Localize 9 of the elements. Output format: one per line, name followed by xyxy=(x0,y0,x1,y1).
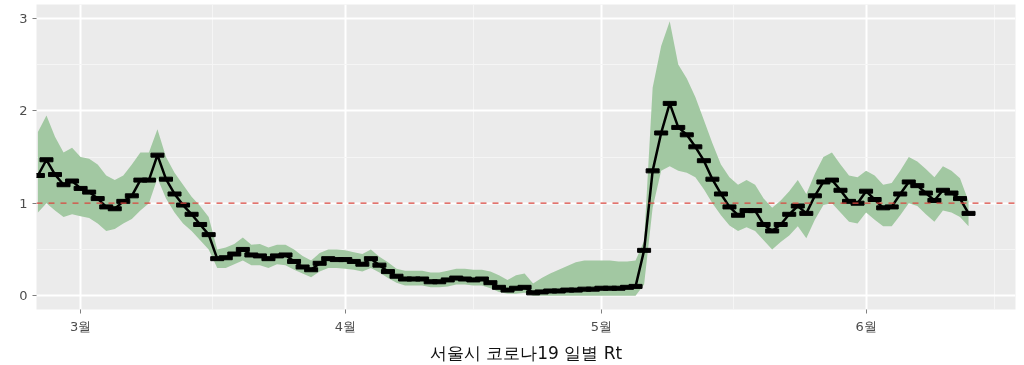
y-tick-label: 2 xyxy=(19,103,28,119)
y-tick-label: 1 xyxy=(19,195,28,211)
x-axis-title: 서울시 코로나19 일별 Rt xyxy=(429,342,623,363)
y-tick-label: 0 xyxy=(19,288,28,304)
x-tick-label: 6월 xyxy=(855,318,877,334)
x-tick-label: 4월 xyxy=(334,318,356,334)
x-tick-label: 3월 xyxy=(69,318,92,334)
x-tick-label: 5월 xyxy=(590,318,613,334)
y-tick-label: 3 xyxy=(19,10,28,26)
